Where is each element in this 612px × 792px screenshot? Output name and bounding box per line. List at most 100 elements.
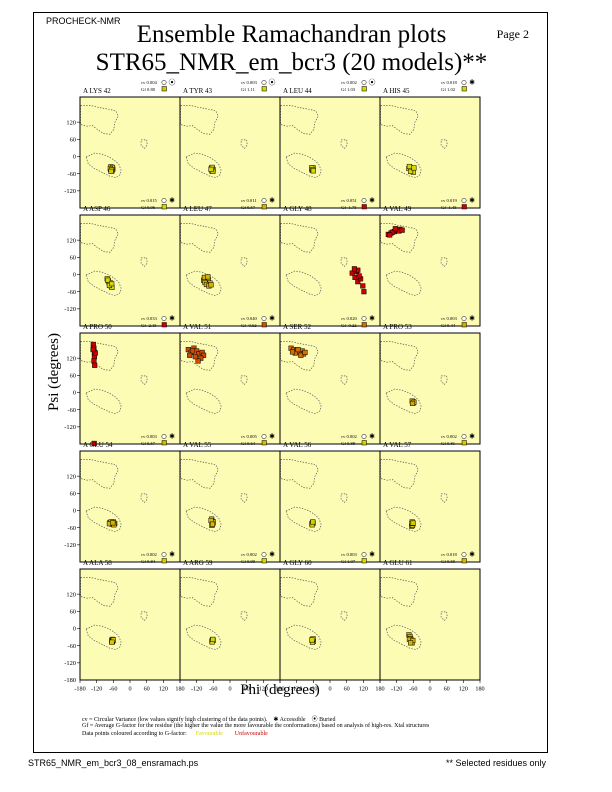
gf-colour-swatch bbox=[461, 558, 467, 564]
x-axis-title: Phi (degrees) bbox=[240, 682, 320, 698]
x-tick-label: 120 bbox=[459, 686, 468, 693]
accessible-icon: ✱ bbox=[169, 551, 175, 559]
allowed-region-0 bbox=[180, 105, 219, 135]
x-tick-label: 0 bbox=[428, 686, 431, 693]
y-tick-label: -120 bbox=[64, 660, 76, 667]
panel-a-his-45: A HIS 45 cv 0.018 Gf 1.02 ✱ bbox=[379, 79, 481, 209]
panel-a-val-56: A VAL 56 cv 0.002 Gf 0.88 ✱ bbox=[279, 433, 381, 563]
cv-value: cv 0.018 bbox=[441, 552, 458, 557]
data-point bbox=[91, 440, 97, 446]
allowed-region-1 bbox=[85, 152, 122, 179]
colour-note: Data points coloured according to G-fact… bbox=[82, 731, 187, 737]
allowed-region-2 bbox=[140, 375, 148, 386]
allowed-region-0 bbox=[80, 341, 119, 371]
accessible-icon: ✱ bbox=[169, 315, 175, 323]
data-point bbox=[387, 232, 393, 238]
allowed-region-2 bbox=[340, 139, 348, 150]
gf-value: Gf -2.15 bbox=[141, 323, 157, 328]
residue-label: A VAL 49 bbox=[383, 205, 412, 213]
data-point bbox=[209, 521, 216, 527]
residue-label: A LYS 42 bbox=[83, 87, 111, 95]
allowed-region-1 bbox=[185, 270, 222, 297]
panel-a-leu-44: A LEU 44 cv 0.002 Gf 1.03 ⦿ bbox=[279, 79, 381, 209]
allowed-region-2 bbox=[140, 139, 148, 150]
data-point bbox=[208, 166, 214, 172]
allowed-region-2 bbox=[240, 375, 248, 386]
y-tick-label: 60 bbox=[70, 255, 76, 262]
residue-label: A TYR 43 bbox=[183, 87, 213, 95]
cv-symbol-icon bbox=[161, 198, 167, 203]
cv-value: cv 0.002 bbox=[341, 434, 358, 439]
allowed-region-2 bbox=[440, 611, 448, 622]
residue-label: A VAL 57 bbox=[383, 441, 412, 449]
allowed-region-1 bbox=[85, 388, 122, 415]
cv-symbol-icon bbox=[161, 434, 167, 439]
data-point bbox=[309, 637, 315, 643]
cv-symbol-icon bbox=[361, 552, 367, 557]
residue-label: A PRO 50 bbox=[83, 323, 112, 331]
cv-value: cv 0.018 bbox=[441, 80, 458, 85]
allowed-region-0 bbox=[280, 341, 319, 371]
accessible-icon: ✱ bbox=[369, 433, 375, 441]
data-point bbox=[410, 520, 416, 526]
gf-value: Gf 0.84 bbox=[141, 559, 156, 564]
data-point bbox=[91, 358, 97, 364]
gf-colour-swatch bbox=[161, 204, 167, 210]
allowed-region-1 bbox=[185, 506, 222, 533]
allowed-region-2 bbox=[340, 375, 348, 386]
x-tick-label: 120 bbox=[259, 686, 268, 693]
data-point bbox=[351, 266, 357, 272]
data-point bbox=[295, 347, 301, 353]
data-point bbox=[195, 358, 201, 364]
gf-value: Gf 0.96 bbox=[141, 205, 156, 210]
cv-value: cv 0.002 bbox=[241, 552, 258, 557]
gf-value: Gf 0.57 bbox=[241, 205, 256, 210]
residue-label: A ALA 58 bbox=[83, 559, 112, 567]
gf-colour-swatch bbox=[261, 322, 267, 328]
accessible-icon: ✱ bbox=[469, 551, 475, 559]
panel-background bbox=[279, 450, 381, 563]
data-point bbox=[109, 281, 115, 287]
allowed-region-1 bbox=[185, 152, 222, 179]
data-point bbox=[92, 362, 98, 368]
allowed-region-1 bbox=[385, 270, 422, 297]
x-tick-label: 60 bbox=[344, 686, 350, 693]
gf-colour-swatch bbox=[461, 204, 467, 210]
accessible-icon: ✱ bbox=[369, 197, 375, 205]
allowed-region-2 bbox=[140, 493, 148, 504]
allowed-region-0 bbox=[380, 577, 419, 607]
panel-a-pro-53: A PRO 53 cv 0.003 Gf 0.44 ✱ bbox=[379, 315, 481, 445]
data-point bbox=[208, 282, 214, 288]
panel-a-glu-61: A GLU 61 cv 0.018 Gf 0.59 ✱ bbox=[379, 551, 481, 681]
allowed-region-0 bbox=[80, 459, 119, 489]
x-tick-label: 0 bbox=[128, 686, 131, 693]
gf-colour-swatch bbox=[361, 322, 367, 328]
allowed-region-2 bbox=[340, 493, 348, 504]
accessible-icon: ✱ bbox=[469, 79, 475, 87]
panel-background bbox=[379, 568, 481, 681]
page-title: Ensemble Ramachandran plots bbox=[136, 21, 447, 48]
cv-value: cv 0.002 bbox=[341, 80, 358, 85]
allowed-region-1 bbox=[185, 624, 222, 651]
panel-background bbox=[279, 214, 381, 327]
x-tick-label: -60 bbox=[209, 686, 217, 693]
page-number: Page 2 bbox=[496, 27, 529, 41]
allowed-region-0 bbox=[280, 577, 319, 607]
cv-symbol-icon bbox=[461, 434, 467, 439]
data-point bbox=[210, 636, 216, 642]
buried-icon: ⦿ bbox=[369, 79, 376, 87]
accessible-icon: ✱ bbox=[469, 433, 475, 441]
panel-background bbox=[279, 96, 381, 209]
residue-label: A VAL 56 bbox=[283, 441, 312, 449]
x-tick-label: 120 bbox=[159, 686, 168, 693]
accessible-icon: ✱ bbox=[369, 315, 375, 323]
favourable-label: Favourable bbox=[195, 731, 223, 737]
allowed-region-2 bbox=[440, 139, 448, 150]
data-point bbox=[105, 277, 111, 283]
gf-colour-swatch bbox=[461, 86, 467, 92]
gf-value: Gf 0.88 bbox=[341, 441, 356, 446]
cv-note: cv = Circular Variance (low values signi… bbox=[82, 717, 268, 723]
y-tick-label: 60 bbox=[70, 491, 76, 498]
accessible-icon: ✱ bbox=[169, 433, 175, 441]
